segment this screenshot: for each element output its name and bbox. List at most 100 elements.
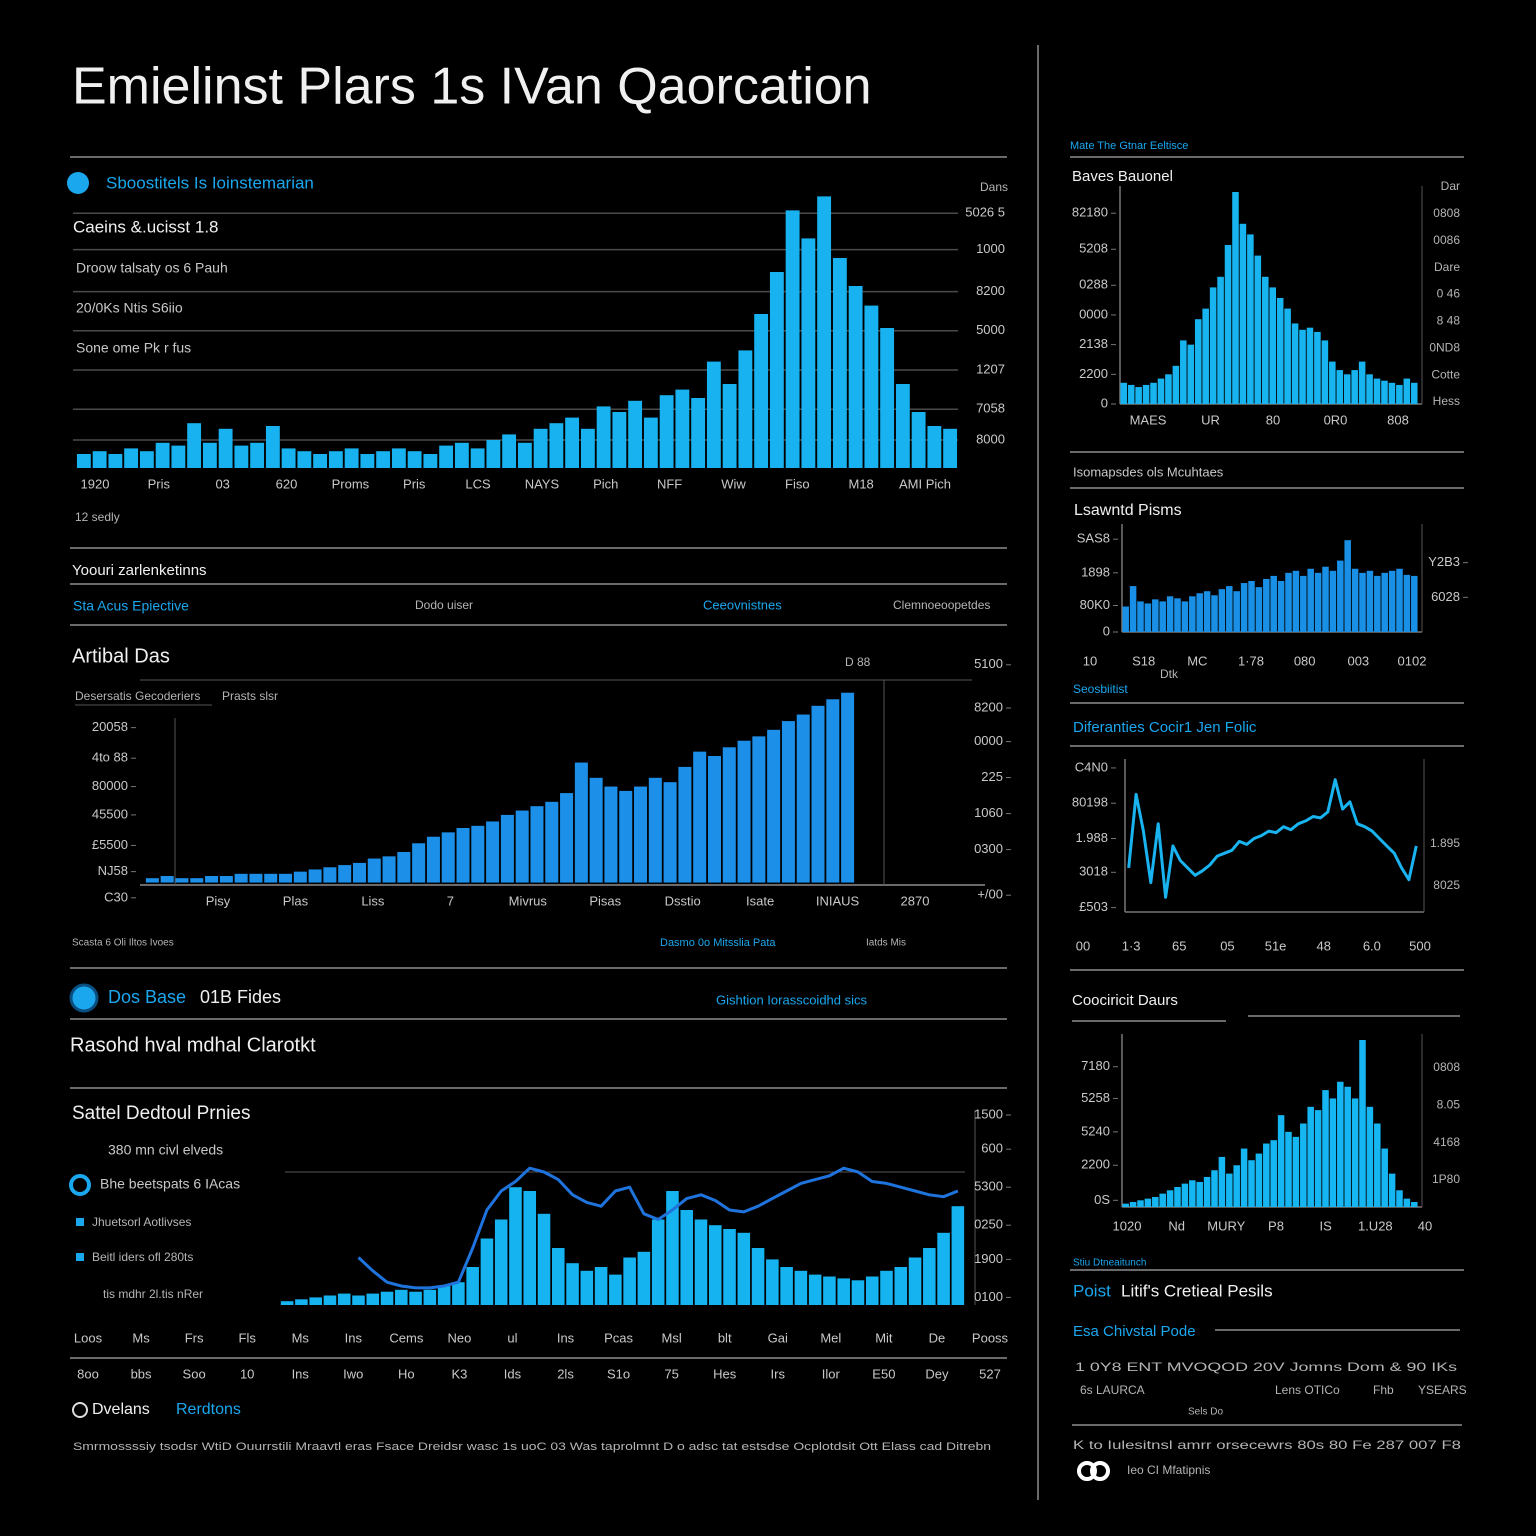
x-tick-label: 6.0 — [1363, 938, 1381, 953]
heading: Poist — [1073, 1281, 1111, 1300]
bar — [552, 1248, 565, 1305]
x-tick-label: 7 — [447, 893, 454, 908]
bar — [1314, 1110, 1322, 1207]
bar — [486, 821, 500, 883]
y-tick-label: 20058 — [92, 719, 128, 734]
bar — [234, 445, 249, 468]
bar — [666, 1191, 679, 1305]
line — [1127, 778, 1418, 899]
bar — [545, 801, 559, 883]
footer-link[interactable]: Dvelans — [92, 1401, 150, 1418]
x-tick-label: 40 — [1418, 1218, 1432, 1233]
bar — [360, 454, 375, 468]
legend-item: tis mdhr 2l.tis nRer — [103, 1287, 203, 1301]
tab[interactable]: Ceeovnistnes — [703, 597, 782, 612]
bar — [817, 196, 832, 468]
bar — [376, 451, 391, 468]
y-tick-label: C30 — [104, 889, 128, 904]
bar — [1255, 1153, 1263, 1207]
bar — [160, 876, 174, 883]
bar — [1351, 370, 1358, 404]
bar — [1344, 540, 1351, 632]
bar — [937, 1232, 950, 1305]
x-tick-label: Loos — [74, 1330, 103, 1345]
x-tick-label: Mit — [875, 1330, 893, 1345]
x-tick-label: Pcas — [604, 1330, 633, 1345]
x-tick-label: E50 — [872, 1366, 895, 1381]
x-tick-label: Hes — [713, 1366, 737, 1381]
x-tick-label: MURY — [1207, 1218, 1245, 1233]
bar — [1233, 1165, 1240, 1207]
bar — [1127, 384, 1135, 404]
bar — [1166, 596, 1174, 632]
section-title: Yoouri zarlenketinns — [72, 562, 207, 579]
x-tick-label: Fiso — [785, 476, 810, 491]
bar — [923, 1248, 936, 1305]
y-tick-label: Y2B3 — [1428, 554, 1460, 569]
bar — [1248, 581, 1255, 632]
bar — [754, 314, 769, 468]
side-label: 1P80 — [1432, 1172, 1460, 1186]
y-tick-label: 8200 — [974, 699, 1003, 714]
footer-link[interactable]: Rerdtons — [176, 1401, 241, 1418]
bar — [566, 1263, 579, 1305]
tab[interactable]: Dodo uiser — [415, 598, 473, 612]
bar — [1187, 344, 1195, 404]
bar — [366, 1293, 380, 1305]
x-tick-label: Ms — [132, 1330, 150, 1345]
x-tick-label: 80 — [1266, 412, 1280, 427]
bar — [328, 451, 343, 468]
bar — [1291, 323, 1299, 404]
bar — [1240, 1148, 1248, 1207]
bar — [234, 873, 248, 883]
bar — [1122, 606, 1129, 632]
footer-link[interactable]: Ieo CI Mfatipnis — [1127, 1463, 1210, 1477]
bar — [155, 442, 170, 468]
bar — [471, 825, 485, 883]
bar — [1292, 570, 1300, 632]
bar — [1373, 378, 1381, 404]
side-label: 0ND8 — [1429, 340, 1460, 354]
bar — [1181, 1183, 1189, 1207]
y-tick-label: 1500 — [974, 1106, 1003, 1121]
bar — [218, 428, 233, 468]
bar — [486, 440, 501, 468]
x-tick-label: Cems — [389, 1330, 423, 1345]
y-tick-label: £503 — [1079, 899, 1108, 914]
bar — [1172, 365, 1180, 404]
x-tick-label: 10 — [240, 1366, 254, 1381]
bar — [1300, 1123, 1307, 1207]
bar — [502, 434, 517, 468]
heading: Coociricit Daurs — [1072, 992, 1178, 1009]
page-title: Emielinst Plars 1s IVan Qaorcation — [72, 58, 872, 116]
bar — [1314, 572, 1322, 632]
x-tick-label: UR — [1201, 412, 1220, 427]
bar — [693, 751, 707, 883]
x-tick-label: LCS — [465, 476, 491, 491]
y-tick-label: 5240 — [1081, 1123, 1110, 1138]
y-tick-label: 5258 — [1081, 1090, 1110, 1105]
y-tick-label: 0 — [1103, 623, 1110, 638]
legend-swatch — [76, 1218, 84, 1226]
bar — [637, 1251, 651, 1305]
bar — [832, 258, 847, 468]
bar — [456, 828, 470, 883]
side-label: Hess — [1433, 394, 1460, 408]
bar — [1255, 587, 1263, 632]
tab[interactable]: Sta Acus Epiective — [73, 598, 189, 614]
y-tick-label: 0 — [1101, 395, 1108, 410]
bar — [951, 1206, 965, 1305]
bar — [293, 871, 307, 883]
x-tick-label: M18 — [849, 476, 874, 491]
tab[interactable]: Clemnoeoopetdes — [893, 598, 990, 612]
heading: Rasohd hval mdhal Clarotkt — [70, 1034, 316, 1056]
bar — [1211, 1170, 1218, 1207]
icon — [67, 172, 89, 194]
bar — [219, 876, 233, 883]
x-tick-label: Pich — [593, 476, 618, 491]
bar — [1351, 568, 1359, 632]
bar — [691, 398, 706, 468]
section-link[interactable]: Gishtion Iorasscoidhd sics — [716, 992, 868, 1007]
bar — [1137, 601, 1144, 632]
bar — [643, 417, 658, 468]
